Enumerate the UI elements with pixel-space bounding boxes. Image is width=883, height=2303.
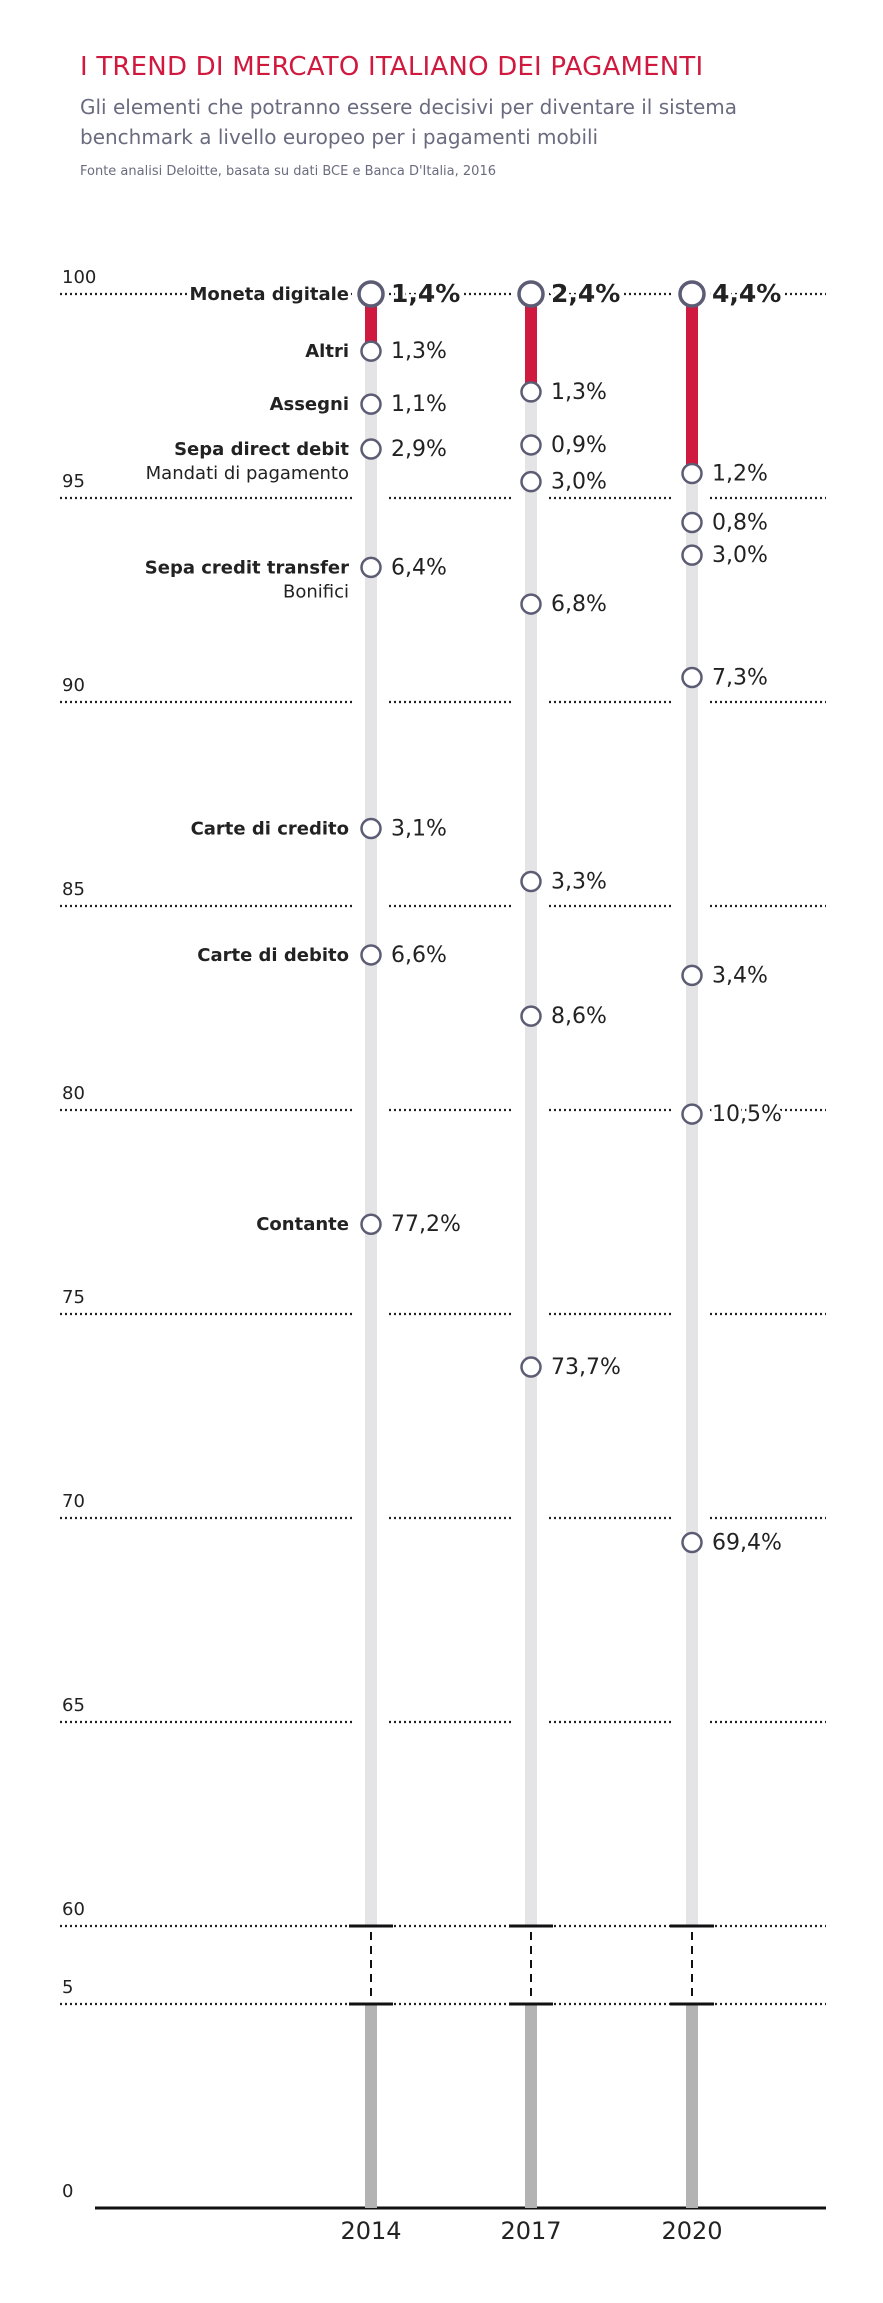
header: I TREND DI MERCATO ITALIANO DEI PAGAMENT… [80, 52, 800, 179]
marker [517, 280, 545, 308]
marker [678, 280, 706, 308]
value-label: 3,1% [391, 816, 447, 841]
highlight-bar [686, 294, 698, 474]
value-label: 3,4% [712, 963, 768, 988]
marker [681, 964, 703, 987]
marker [520, 593, 542, 615]
marker [520, 1356, 542, 1378]
y-tick-label: 60 [62, 1899, 85, 1920]
value-label: 69,4% [712, 1530, 782, 1555]
marker [360, 393, 382, 415]
category-sublabel: Bonifici [283, 581, 349, 602]
column-base [686, 2004, 698, 2208]
marker [360, 340, 382, 362]
value-label: 6,4% [391, 555, 447, 580]
value-label: 6,6% [391, 943, 447, 968]
marker [520, 381, 542, 403]
y-tick-label: 95 [62, 471, 85, 492]
value-label: 3,0% [712, 543, 768, 568]
y-tick-label: 65 [62, 1695, 85, 1716]
value-label: 0,9% [551, 433, 607, 458]
value-label: 0,8% [712, 510, 768, 535]
value-label: 1,1% [391, 392, 447, 417]
marker [360, 944, 382, 966]
category-label: Contante [256, 1214, 349, 1235]
x-tick-label: 2020 [661, 2217, 722, 2245]
marker [520, 434, 542, 456]
y-tick-label: 5 [62, 1977, 73, 1998]
marker [357, 280, 385, 308]
marker [681, 1531, 703, 1554]
x-tick-label: 2014 [340, 2217, 401, 2245]
marker [520, 470, 542, 493]
x-tick-label: 2017 [500, 2217, 561, 2245]
category-label: Carte di debito [197, 945, 349, 966]
value-label: 1,3% [391, 339, 447, 364]
y-tick-label: 85 [62, 879, 85, 900]
marker [520, 870, 542, 893]
category-label: Assegni [270, 394, 349, 415]
category-label: Moneta digitale [189, 284, 349, 305]
marker [360, 817, 382, 840]
marker [681, 1103, 703, 1125]
column-base [365, 2004, 377, 2208]
value-label: 3,0% [551, 470, 607, 495]
category-sublabel: Mandati di pagamento [146, 463, 349, 484]
highlight-bar [365, 294, 377, 352]
value-label: 8,6% [551, 1004, 607, 1029]
y-tick-label: 70 [62, 1491, 85, 1512]
marker [360, 438, 382, 460]
highlight-bar [525, 294, 537, 392]
value-label: 4,4% [712, 279, 781, 308]
value-label: 2,4% [551, 279, 620, 308]
value-label: 7,3% [712, 666, 768, 691]
column-bar [525, 294, 537, 1926]
value-label: 1,2% [712, 462, 768, 487]
value-label: 2,9% [391, 437, 447, 462]
source-note: Fonte analisi Deloitte, basata su dati B… [80, 164, 496, 179]
column-base [525, 2004, 537, 2208]
y-tick-label: 0 [62, 2181, 73, 2202]
marker [520, 1005, 542, 1027]
category-label: Sepa direct debit [174, 439, 349, 460]
marker [360, 1213, 382, 1235]
value-label: 3,3% [551, 870, 607, 895]
category-label: Sepa credit transfer [145, 557, 349, 578]
marker [681, 462, 703, 485]
y-tick-label: 100 [62, 267, 96, 288]
y-tick-label: 90 [62, 675, 85, 696]
column-bar [365, 294, 377, 1926]
value-label: 73,7% [551, 1355, 621, 1380]
marker [681, 666, 703, 689]
value-label: 6,8% [551, 592, 607, 617]
marker [681, 544, 703, 566]
value-label: 1,4% [391, 279, 460, 308]
category-label: Carte di credito [191, 818, 349, 839]
value-label: 10,5% [712, 1102, 782, 1127]
marker [360, 556, 382, 579]
category-label: Altri [305, 341, 349, 362]
y-tick-label: 80 [62, 1083, 85, 1104]
value-label: 77,2% [391, 1212, 461, 1237]
chart-subtitle: Gli elementi che potranno essere decisiv… [80, 95, 738, 149]
y-tick-label: 75 [62, 1287, 85, 1308]
value-label: 1,3% [551, 380, 607, 405]
chart-title: I TREND DI MERCATO ITALIANO DEI PAGAMENT… [80, 52, 704, 82]
marker [681, 511, 703, 534]
